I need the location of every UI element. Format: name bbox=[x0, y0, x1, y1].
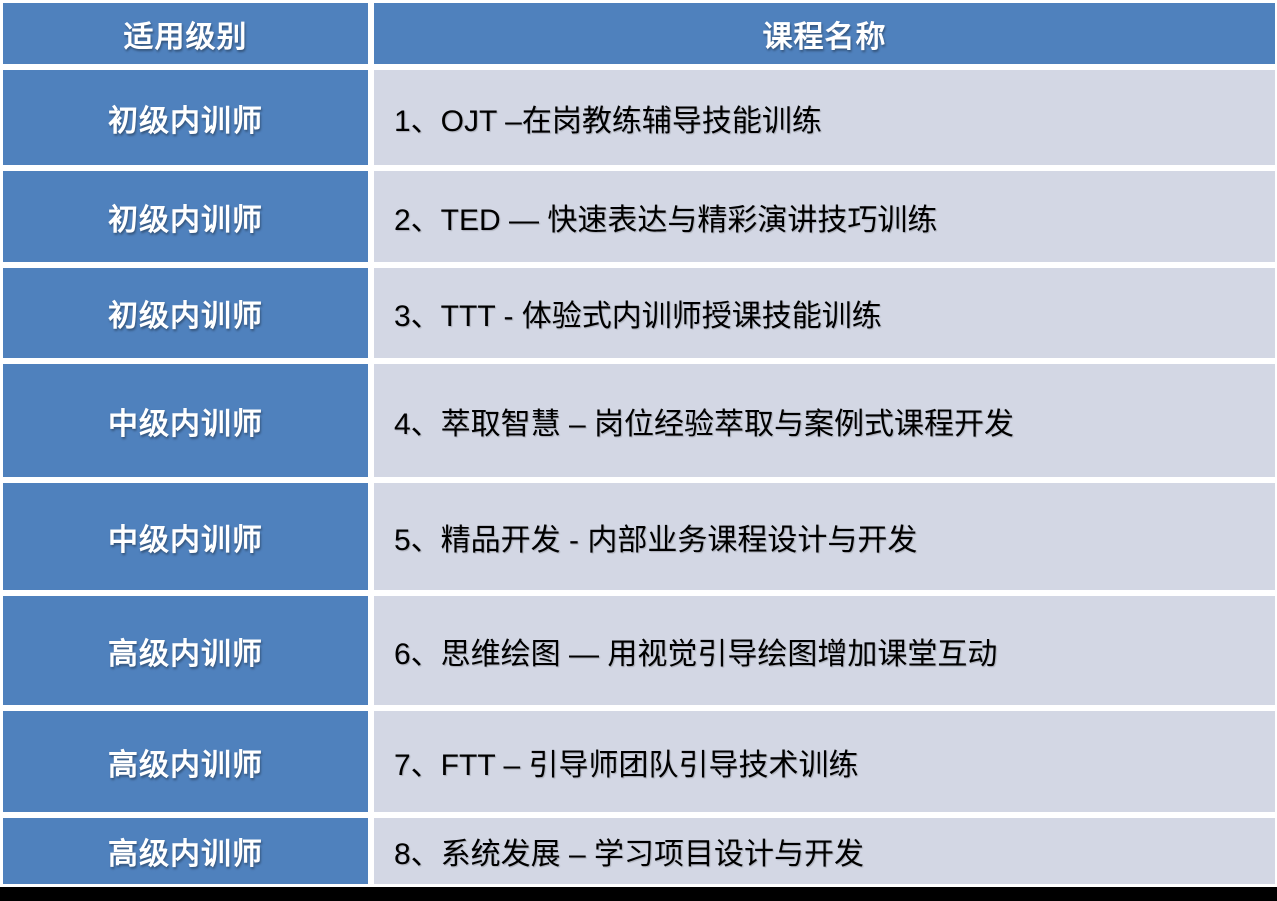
table-row-7-level-cell: 高级内训师 bbox=[3, 711, 368, 812]
level-text: 初级内训师 bbox=[108, 203, 263, 237]
bottom-black-bar bbox=[0, 884, 1277, 901]
table-row-4-level-cell: 中级内训师 bbox=[3, 364, 368, 477]
course-text: 4、萃取智慧 – 岗位经验萃取与案例式课程开发 bbox=[394, 407, 1015, 441]
level-text: 高级内训师 bbox=[108, 637, 263, 671]
course-text: 6、思维绘图 — 用视觉引导绘图增加课堂互动 bbox=[394, 637, 998, 671]
table-row-1-level-cell: 初级内训师 bbox=[3, 70, 368, 165]
level-text: 高级内训师 bbox=[108, 748, 263, 782]
table-row-3-level-cell: 初级内训师 bbox=[3, 268, 368, 358]
level-text: 中级内训师 bbox=[108, 523, 263, 557]
course-text: 2、TED — 快速表达与精彩演讲技巧训练 bbox=[394, 203, 938, 237]
table-row-2-course-cell: 2、TED — 快速表达与精彩演讲技巧训练 bbox=[374, 171, 1275, 262]
course-text: 3、TTT - 体验式内训师授课技能训练 bbox=[394, 300, 882, 333]
table-row-5-course-cell: 5、精品开发 - 内部业务课程设计与开发 bbox=[374, 483, 1275, 590]
level-text: 初级内训师 bbox=[108, 300, 263, 333]
table-row-6-level-cell: 高级内训师 bbox=[3, 596, 368, 705]
table-row-5-level-cell: 中级内训师 bbox=[3, 483, 368, 590]
course-text: 7、FTT – 引导师团队引导技术训练 bbox=[394, 748, 859, 782]
course-text: 1、OJT –在岗教练辅导技能训练 bbox=[394, 104, 822, 138]
table-row-8-level-cell: 高级内训师 bbox=[3, 818, 368, 884]
course-text: 5、精品开发 - 内部业务课程设计与开发 bbox=[394, 523, 918, 557]
level-text: 初级内训师 bbox=[108, 104, 263, 138]
table-row-4-course-cell: 4、萃取智慧 – 岗位经验萃取与案例式课程开发 bbox=[374, 364, 1275, 477]
level-text: 高级内训师 bbox=[108, 838, 263, 871]
course-text: 8、系统发展 – 学习项目设计与开发 bbox=[394, 838, 865, 871]
table-row-3-course-cell: 3、TTT - 体验式内训师授课技能训练 bbox=[374, 268, 1275, 358]
column-header-level-label: 适用级别 bbox=[123, 20, 248, 54]
table-row-2-level-cell: 初级内训师 bbox=[3, 171, 368, 262]
column-header-level: 适用级别 bbox=[3, 3, 368, 64]
table-row-1-course-cell: 1、OJT –在岗教练辅导技能训练 bbox=[374, 70, 1275, 165]
column-header-course: 课程名称 bbox=[374, 3, 1275, 64]
table-row-8-course-cell: 8、系统发展 – 学习项目设计与开发 bbox=[374, 818, 1275, 884]
table-row-6-course-cell: 6、思维绘图 — 用视觉引导绘图增加课堂互动 bbox=[374, 596, 1275, 705]
level-text: 中级内训师 bbox=[108, 407, 263, 441]
table-row-7-course-cell: 7、FTT – 引导师团队引导技术训练 bbox=[374, 711, 1275, 812]
column-header-course-label: 课程名称 bbox=[762, 20, 887, 54]
